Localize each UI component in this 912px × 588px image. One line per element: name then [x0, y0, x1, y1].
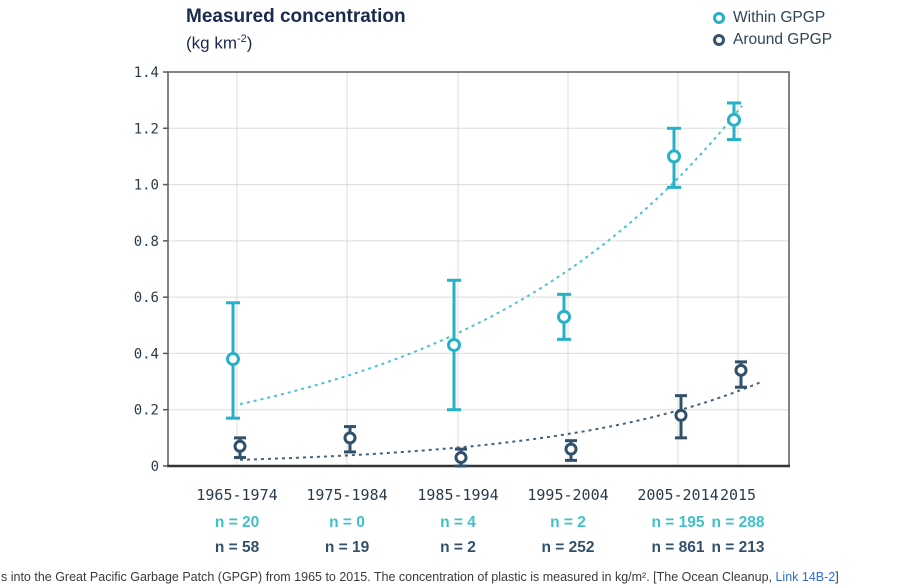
- caption-text: s into the Great Pacific Garbage Patch (…: [1, 570, 776, 584]
- trend-line-around: [239, 380, 763, 461]
- within-data-point: [557, 309, 571, 324]
- n-count-label: n = 0: [329, 514, 365, 531]
- within-data-point: [727, 112, 741, 127]
- n-count-label: n = 861: [652, 539, 705, 556]
- legend-label-within: Within GPGP: [733, 9, 826, 26]
- n-count-label: n = 2: [440, 539, 476, 556]
- x-tick-label: 1985-1994: [417, 486, 498, 504]
- x-tick-label: 2005-2014: [637, 486, 718, 504]
- around-data-point: [564, 442, 578, 456]
- figure-caption: s into the Great Pacific Garbage Patch (…: [1, 570, 839, 584]
- x-tick-label: 2015: [720, 486, 756, 504]
- around-data-point: [343, 431, 357, 445]
- y-tick-label: 0.6: [134, 290, 159, 306]
- n-count-label: n = 2: [550, 514, 586, 531]
- plot-border: [167, 71, 790, 467]
- caption-text-close: ]: [835, 570, 839, 584]
- around-data-point: [734, 363, 748, 377]
- x-tick-label: 1995-2004: [527, 486, 608, 504]
- y-tick-label: 0.4: [134, 346, 159, 362]
- within-data-point: [667, 149, 681, 164]
- chart-unit-label: (kg km-2): [186, 33, 253, 53]
- chart-legend: Within GPGP Around GPGP: [713, 7, 832, 51]
- n-count-label: n = 58: [215, 539, 260, 556]
- around-data-point: [233, 439, 247, 453]
- unit-exponent: -2: [237, 33, 247, 45]
- x-tick-label: 1975-1984: [306, 486, 387, 504]
- y-tick-label: 1.2: [134, 121, 159, 137]
- around-data-point: [454, 451, 468, 465]
- legend-item-around: Around GPGP: [713, 29, 832, 51]
- n-count-label: n = 4: [440, 514, 476, 531]
- legend-label-around: Around GPGP: [733, 31, 833, 48]
- n-count-label: n = 252: [542, 539, 595, 556]
- within-gpgp-marker-icon: [713, 12, 725, 24]
- y-tick-label: 1.0: [134, 178, 159, 194]
- n-count-label: n = 19: [325, 539, 370, 556]
- around-data-point: [674, 408, 688, 422]
- caption-link[interactable]: Link 14B-2: [775, 570, 836, 584]
- around-gpgp-marker-icon: [713, 34, 725, 46]
- n-count-label: n = 195: [652, 514, 705, 531]
- y-tick-label: 0.8: [134, 234, 159, 250]
- n-count-label: n = 213: [712, 539, 765, 556]
- n-count-label: n = 288: [712, 514, 765, 531]
- y-tick-label: 0.2: [134, 403, 159, 419]
- within-data-point: [447, 337, 461, 352]
- y-tick-label: 0: [151, 459, 159, 475]
- within-data-point: [226, 352, 240, 367]
- n-count-label: n = 20: [215, 514, 259, 531]
- y-tick-label: 1.4: [134, 65, 159, 81]
- trend-line-within: [239, 105, 743, 406]
- legend-item-within: Within GPGP: [713, 7, 832, 29]
- x-tick-label: 1965-1974: [196, 486, 277, 504]
- chart-title: Measured concentration: [186, 6, 406, 27]
